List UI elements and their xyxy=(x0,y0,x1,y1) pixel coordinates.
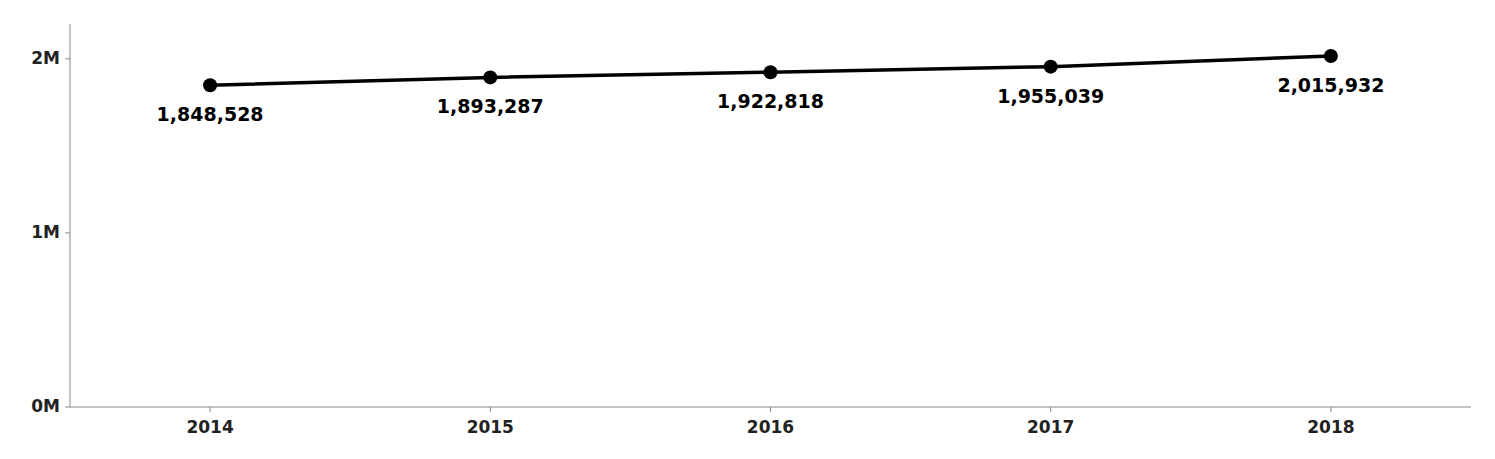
x-tick xyxy=(1330,407,1331,412)
x-tick xyxy=(490,407,491,412)
x-tick-label: 2015 xyxy=(467,417,514,437)
point xyxy=(764,65,778,79)
data-label: 1,848,528 xyxy=(157,103,264,125)
x-tick-label: 2016 xyxy=(747,417,794,437)
x-tick xyxy=(210,407,211,412)
line xyxy=(210,56,1331,85)
x-tick xyxy=(1050,407,1051,412)
data-label: 1,893,287 xyxy=(437,95,544,117)
y-tick xyxy=(65,58,70,59)
point xyxy=(483,70,497,84)
y-tick xyxy=(65,407,70,408)
y-axis-line xyxy=(70,24,71,407)
y-tick-label: 2M xyxy=(31,48,60,68)
data-label: 1,922,818 xyxy=(717,90,824,112)
chart: 0M 1M 2M 2014 2015 2016 2017 2018 1,848,528 1,893… xyxy=(0,0,1495,459)
point xyxy=(203,78,217,92)
y-tick xyxy=(65,232,70,233)
data-label: 2,015,932 xyxy=(1277,74,1384,96)
data-label: 1,955,039 xyxy=(997,85,1104,107)
plot-area xyxy=(203,49,1338,92)
point xyxy=(1044,60,1058,74)
y-tick-label: 0M xyxy=(31,396,60,416)
point xyxy=(1324,49,1338,63)
x-tick-label: 2018 xyxy=(1307,417,1354,437)
x-tick-label: 2014 xyxy=(186,417,233,437)
x-tick-label: 2017 xyxy=(1027,417,1074,437)
x-tick xyxy=(770,407,771,412)
y-tick-label: 1M xyxy=(31,222,60,242)
